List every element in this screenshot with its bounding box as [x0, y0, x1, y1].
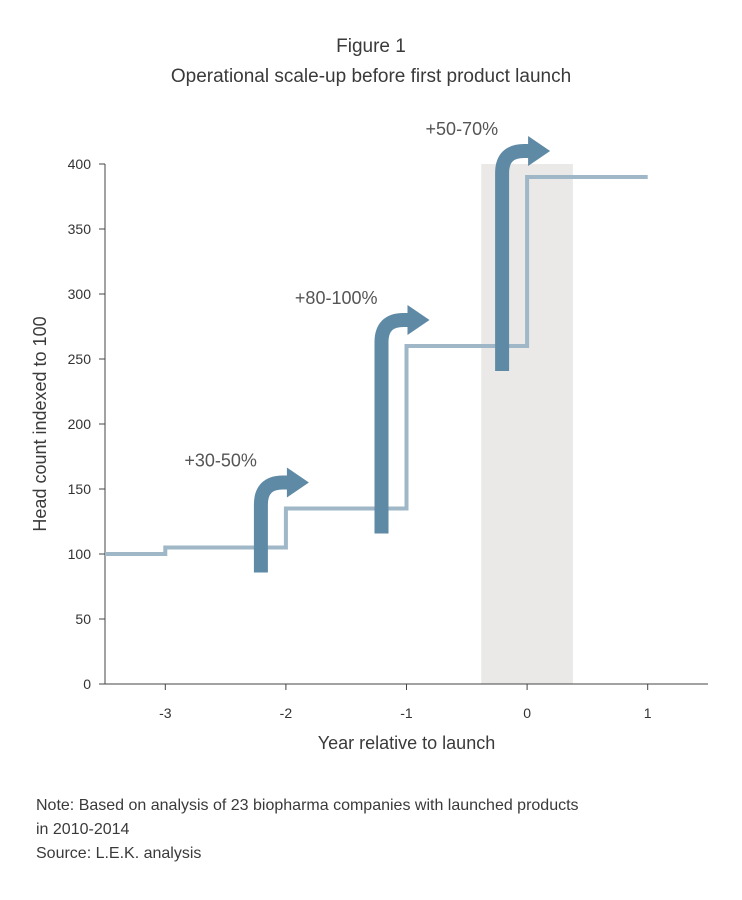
- step-line-chart: 0 50 100 150 200 250 300 350 400 -3 -2 -1 0 1 Year rel…: [30, 119, 708, 753]
- growth-arrowhead-icon: [528, 136, 551, 166]
- chart-notes: Note: Based on analysis of 23 biopharma …: [36, 794, 716, 866]
- y-tick-label: 50: [75, 611, 91, 627]
- y-tick-label: 350: [68, 221, 92, 237]
- x-tick-label: -3: [159, 705, 172, 721]
- chart-title: Operational scale-up before first produc…: [170, 66, 572, 87]
- y-tick-label: 400: [68, 156, 92, 172]
- figure-label: Figure 1: [336, 36, 406, 57]
- growth-arrowhead-icon: [407, 305, 430, 335]
- growth-annotation-label: +30-50%: [184, 451, 257, 471]
- growth-arrow-icon: [374, 313, 411, 534]
- growth-annotation-label: +50-70%: [426, 119, 499, 139]
- series-line: [105, 175, 648, 556]
- x-tick-label: 0: [523, 705, 531, 721]
- x-tick-label: 1: [644, 705, 652, 721]
- y-tick-label: 200: [68, 416, 92, 432]
- y-tick-label: 300: [68, 286, 92, 302]
- x-tick-label: -2: [280, 705, 293, 721]
- y-tick-label: 100: [68, 546, 92, 562]
- y-tick-label: 0: [83, 676, 91, 692]
- y-tick-label: 250: [68, 351, 92, 367]
- growth-arrow-icon: [253, 475, 290, 573]
- growth-arrowhead-icon: [286, 467, 309, 498]
- y-tick-label: 150: [68, 481, 92, 497]
- growth-annotation-label: +80-100%: [295, 288, 378, 308]
- x-tick-label: -1: [400, 705, 413, 721]
- y-axis-label: Head count indexed to 100: [30, 316, 50, 531]
- source-text: Source: L.E.K. analysis: [36, 845, 202, 862]
- growth-arrow-icon: [495, 144, 532, 371]
- note-text: Note: Based on analysis of 23 biopharma …: [36, 797, 579, 838]
- x-axis-label: Year relative to launch: [318, 733, 495, 753]
